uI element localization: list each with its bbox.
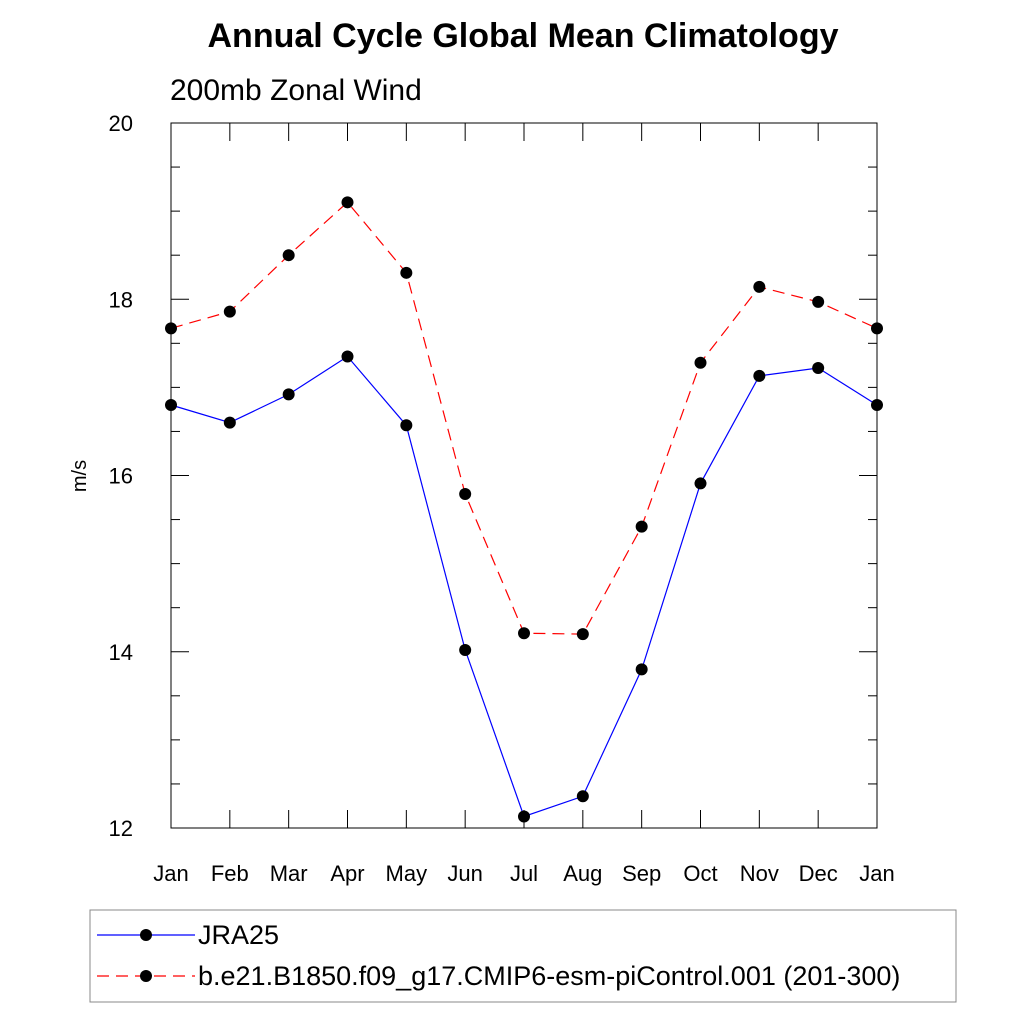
x-tick-label: Jun <box>447 861 482 886</box>
series-layer <box>165 196 883 823</box>
x-tick-label: Jul <box>510 861 538 886</box>
data-point-1-7 <box>576 628 589 641</box>
x-tick-label: Sep <box>622 861 661 886</box>
chart-subtitle: 200mb Zonal Wind <box>170 74 422 107</box>
x-tick-label: Jan <box>153 861 188 886</box>
chart-title: Annual Cycle Global Mean Climatology <box>208 17 839 55</box>
data-point-0-1 <box>223 416 236 429</box>
legend-marker-jra25 <box>140 929 152 941</box>
data-point-1-5 <box>459 488 472 501</box>
data-point-0-8 <box>635 663 648 676</box>
legend-label-model: b.e21.B1850.f09_g17.CMIP6-esm-piControl.… <box>198 961 900 991</box>
data-point-0-3 <box>341 350 354 363</box>
x-tick-label: Dec <box>799 861 838 886</box>
data-point-1-0 <box>165 322 177 335</box>
data-point-1-2 <box>282 249 295 262</box>
data-point-1-8 <box>635 520 648 533</box>
x-tick-label: Feb <box>211 861 249 886</box>
axes: 12 14 16 18 20 Jan Feb Mar Apr May Jun Jul Aug Sep Oct… <box>109 111 895 886</box>
x-tick-label: Oct <box>683 861 717 886</box>
x-tick-label: Nov <box>740 861 779 886</box>
x-tick-label: Jan <box>859 861 894 886</box>
x-tick-label: Mar <box>270 861 308 886</box>
data-point-0-11 <box>812 361 825 374</box>
data-point-0-12 <box>871 399 883 411</box>
data-point-1-11 <box>812 295 825 308</box>
data-point-0-6 <box>518 810 530 823</box>
legend-marker-model <box>140 970 152 982</box>
data-point-1-3 <box>341 196 354 209</box>
data-point-0-0 <box>165 399 177 411</box>
x-tick-label: Apr <box>330 861 364 886</box>
y-tick-label: 20 <box>109 111 133 136</box>
data-point-0-4 <box>400 419 413 432</box>
data-point-1-1 <box>223 305 236 318</box>
legend: JRA25 b.e21.B1850.f09_g17.CMIP6-esm-piCo… <box>89 909 957 1003</box>
data-point-0-9 <box>694 477 707 490</box>
data-point-1-12 <box>871 322 883 335</box>
data-point-0-10 <box>753 369 766 382</box>
y-tick-label: 12 <box>109 816 133 841</box>
data-point-1-4 <box>400 266 413 279</box>
data-point-1-9 <box>694 356 707 369</box>
y-tick-label: 18 <box>109 287 133 312</box>
y-tick-label: 16 <box>109 464 133 489</box>
legend-box <box>89 909 957 1003</box>
plot-frame <box>170 122 878 829</box>
x-tick-label: Aug <box>563 861 602 886</box>
y-axis-label: m/s <box>69 460 91 492</box>
legend-label-jra25: JRA25 <box>198 920 279 950</box>
data-point-1-6 <box>518 627 530 640</box>
x-tick-label: May <box>386 861 428 886</box>
data-point-1-10 <box>753 280 766 293</box>
data-point-0-7 <box>576 790 589 803</box>
series-line-1 <box>170 201 878 635</box>
y-tick-label: 14 <box>109 640 133 665</box>
data-point-0-2 <box>282 388 295 401</box>
series-line-0 <box>170 355 878 818</box>
data-point-0-5 <box>459 643 472 656</box>
